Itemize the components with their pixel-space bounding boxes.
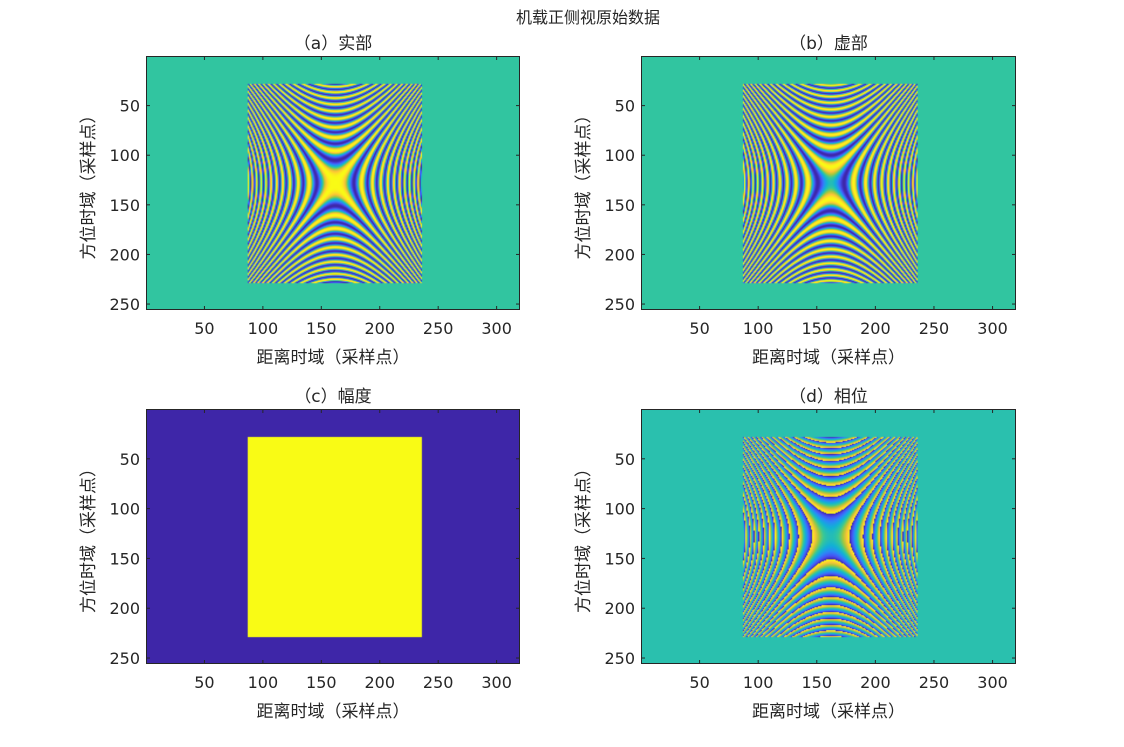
subplot-title: （d）相位 <box>789 387 868 407</box>
y-tick-label: 250 <box>604 649 635 668</box>
y-tick-label: 50 <box>615 450 635 469</box>
y-axis-label: 方位时域（采样点） <box>79 107 99 260</box>
y-tick-label: 100 <box>604 146 635 165</box>
x-tick-label: 300 <box>481 319 512 338</box>
y-axis-label: 方位时域（采样点） <box>574 107 594 260</box>
x-tick-label: 150 <box>802 319 833 338</box>
y-tick-label: 250 <box>109 649 140 668</box>
y-axis-label: 方位时域（采样点） <box>79 460 99 613</box>
x-tick-label: 200 <box>860 319 891 338</box>
y-axis: 50 100 150 200 250 <box>604 97 1016 314</box>
axes-frame <box>146 56 520 310</box>
x-axis: 50 100 150 200 250 300 <box>194 409 512 692</box>
heatmap-image <box>641 56 1016 310</box>
y-tick-label: 100 <box>604 500 635 519</box>
x-tick-label: 50 <box>194 673 214 692</box>
heatmap-raster <box>146 409 520 664</box>
x-tick-label: 150 <box>802 673 833 692</box>
y-tick-label: 150 <box>109 549 140 568</box>
y-tick-label: 50 <box>120 450 140 469</box>
x-tick-label: 200 <box>364 319 395 338</box>
subplot-title: （a）实部 <box>294 34 372 54</box>
heatmap-raster <box>641 56 1016 310</box>
x-tick-label: 50 <box>194 319 214 338</box>
heatmap-image <box>146 56 520 310</box>
x-tick-label: 50 <box>689 319 709 338</box>
x-tick-label: 200 <box>364 673 395 692</box>
x-tick-label: 250 <box>919 319 950 338</box>
subplot-amplitude: （c）幅度 50 100 150 200 250 300 50 100 150 200 250 距… <box>79 387 520 722</box>
y-tick-label: 50 <box>120 97 140 116</box>
y-tick-label: 200 <box>109 245 140 264</box>
x-tick-label: 100 <box>743 673 774 692</box>
y-tick-label: 200 <box>604 245 635 264</box>
y-tick-label: 250 <box>604 295 635 314</box>
y-tick-label: 150 <box>109 196 140 215</box>
x-tick-label: 100 <box>743 319 774 338</box>
x-axis-label: 距离时域（采样点） <box>257 702 410 722</box>
y-tick-label: 50 <box>615 97 635 116</box>
heatmap-raster <box>146 56 520 310</box>
x-tick-label: 100 <box>248 673 279 692</box>
x-tick-label: 300 <box>977 319 1008 338</box>
x-axis-label: 距离时域（采样点） <box>752 702 905 722</box>
subplot-real: （a）实部 50 100 150 200 250 300 50 100 150 200 250 距… <box>79 34 520 368</box>
subplot-title: （b）虚部 <box>789 34 868 54</box>
figure-title: 机载正侧视原始数据 <box>516 8 660 27</box>
y-tick-label: 200 <box>109 599 140 618</box>
y-tick-label: 100 <box>109 500 140 519</box>
y-axis: 50 100 150 200 250 <box>109 450 520 668</box>
y-tick-label: 100 <box>109 146 140 165</box>
x-tick-label: 150 <box>306 319 337 338</box>
x-tick-label: 300 <box>481 673 512 692</box>
y-tick-label: 200 <box>604 599 635 618</box>
x-tick-label: 250 <box>423 673 454 692</box>
x-tick-label: 250 <box>423 319 454 338</box>
y-tick-label: 150 <box>604 549 635 568</box>
heatmap-raster <box>641 409 1016 664</box>
axes-frame <box>641 56 1016 310</box>
axes-frame <box>641 409 1016 664</box>
axes-frame <box>146 409 520 664</box>
y-tick-label: 150 <box>604 196 635 215</box>
subplot-imaginary: （b）虚部 50 100 150 200 250 300 50 100 150 200 250 距… <box>574 34 1016 368</box>
heatmap-image <box>641 409 1016 664</box>
x-axis: 50 100 150 200 250 300 <box>194 56 512 338</box>
x-tick-label: 300 <box>977 673 1008 692</box>
x-tick-label: 50 <box>689 673 709 692</box>
x-axis-label: 距离时域（采样点） <box>752 348 905 368</box>
subplot-title: （c）幅度 <box>294 387 371 407</box>
x-tick-label: 100 <box>248 319 279 338</box>
subplot-phase: （d）相位 50 100 150 200 250 300 50 100 150 200 250 距… <box>574 387 1016 722</box>
y-axis: 50 100 150 200 250 <box>109 97 520 314</box>
x-axis: 50 100 150 200 250 300 <box>689 56 1008 338</box>
x-tick-label: 200 <box>860 673 891 692</box>
y-axis-label: 方位时域（采样点） <box>574 460 594 613</box>
x-tick-label: 150 <box>306 673 337 692</box>
x-tick-label: 250 <box>919 673 950 692</box>
y-tick-label: 250 <box>109 295 140 314</box>
x-axis-label: 距离时域（采样点） <box>257 348 410 368</box>
heatmap-image <box>146 409 520 664</box>
y-axis: 50 100 150 200 250 <box>604 450 1016 668</box>
x-axis: 50 100 150 200 250 300 <box>689 409 1008 692</box>
